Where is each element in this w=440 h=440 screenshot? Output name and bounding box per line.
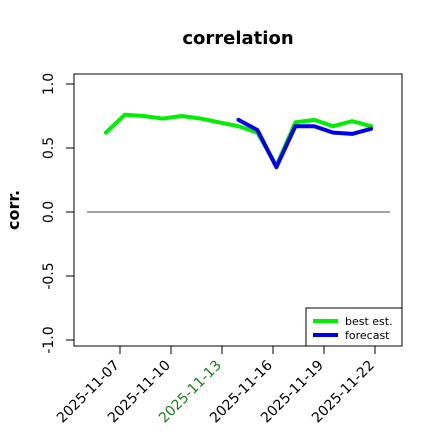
y-axis: -1.0 -0.5 0.0 0.5 1.0	[41, 73, 74, 354]
legend: best est. forecast	[305, 307, 403, 347]
x-axis: 2025-11-072025-11-102025-11-132025-11-16…	[54, 346, 378, 426]
y-tick-label: 0.0	[41, 201, 57, 223]
series-group	[103, 112, 374, 170]
legend-box	[305, 307, 403, 347]
series-line-best-est	[103, 112, 374, 168]
series-line-forecast	[236, 117, 374, 170]
y-tick-label: 0.5	[41, 137, 57, 159]
y-axis-label: corr.	[4, 190, 23, 230]
y-tick-label: -1.0	[41, 326, 57, 353]
legend-label-best-est: best est.	[345, 315, 393, 328]
y-tick-label: -0.5	[41, 262, 57, 289]
plot-area-border	[73, 73, 403, 347]
legend-label-forecast: forecast	[345, 329, 390, 342]
y-tick-label: 1.0	[41, 73, 57, 95]
chart-title: correlation	[182, 28, 293, 49]
